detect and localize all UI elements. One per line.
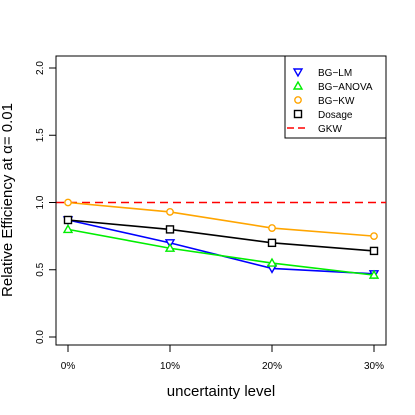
legend-label-dosage: Dosage — [318, 110, 353, 121]
legend-swatch-bg-kw — [294, 96, 302, 104]
y-tick-label: 0.5 — [35, 262, 46, 276]
x-tick-label: 10% — [160, 361, 180, 372]
y-tick-label: 0.0 — [35, 330, 46, 344]
series-line-dosage — [67, 219, 375, 252]
legend-label-gkw: GKW — [318, 124, 342, 135]
data-point-bg-anova — [368, 269, 380, 279]
data-point-dosage — [165, 225, 175, 234]
legend-label-bg-lm: BG−LM — [318, 68, 352, 79]
data-point-bg-kw — [268, 224, 276, 232]
y-tick-label: 2.0 — [35, 61, 46, 75]
axes-layer: 0.0 0.5 1.0 1.5 2.0 0% 10% 20% 30% — [35, 61, 384, 372]
x-tick-label: 20% — [262, 361, 282, 372]
data-point-bg-kw — [64, 198, 72, 207]
x-tick-label: 0% — [61, 361, 76, 372]
series-line-bg-kw — [67, 201, 375, 237]
y-tick-label: 1.5 — [35, 128, 46, 142]
data-point-dosage — [63, 215, 73, 225]
legend-swatch-dosage — [293, 109, 303, 119]
legend-swatch-bg-anova — [292, 80, 304, 90]
data-point-bg-anova — [164, 242, 176, 252]
legend-label-bg-kw: BG−KW — [318, 96, 355, 107]
x-tick-label: 30% — [364, 361, 384, 372]
series-layer — [56, 198, 386, 280]
data-point-bg-kw — [166, 208, 174, 216]
x-axis-title: uncertainty level — [167, 383, 275, 400]
data-point-bg-anova — [266, 257, 278, 267]
data-point-dosage — [267, 238, 277, 248]
data-point-dosage — [369, 246, 379, 256]
legend: BG−LM BG−ANOVA BG−KW Dosage GKW — [284, 55, 387, 139]
y-axis-title: Relative Efficiency at α= 0.01 — [0, 103, 16, 297]
legend-label-bg-anova: BG−ANOVA — [318, 82, 373, 93]
data-point-bg-kw — [370, 232, 378, 241]
series-line-bg-anova — [67, 228, 375, 276]
legend-swatch-bg-lm — [292, 68, 304, 78]
y-tick-label: 1.0 — [35, 195, 46, 209]
data-point-bg-anova — [62, 223, 74, 234]
